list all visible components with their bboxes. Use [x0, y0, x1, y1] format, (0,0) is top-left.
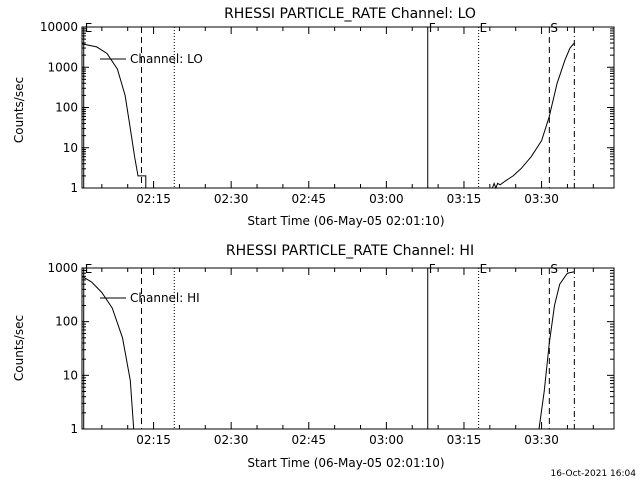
- chart-panel-hi: RHESSI PARTICLE_RATE Channel: HI Counts/…: [12, 243, 615, 470]
- x-tick-label: 02:15: [136, 433, 171, 447]
- legend-label: Channel: LO: [130, 52, 203, 66]
- series-line: [538, 271, 575, 430]
- event-marker-label: S: [550, 262, 558, 276]
- event-marker-label: E: [480, 21, 488, 35]
- x-ticks: 02:15 02:30 02:45 03:00 03:15 03:30: [101, 268, 594, 447]
- x-tick-label: 03:00: [369, 433, 404, 447]
- event-marker-label: E: [85, 262, 93, 276]
- x-tick-label: 02:15: [136, 192, 171, 206]
- x-tick-label: 02:30: [214, 192, 249, 206]
- x-tick-label: 03:30: [524, 433, 559, 447]
- y-tick-label: 1000: [47, 261, 78, 275]
- y-tick-label: 1: [70, 181, 78, 195]
- x-axis-label: Start Time (06-May-05 02:01:10): [247, 456, 444, 470]
- y-tick-label: 10: [63, 368, 78, 382]
- series-curve: [81, 271, 575, 430]
- series-line: [81, 43, 147, 188]
- y-tick-label: 1: [70, 422, 78, 436]
- legend-label: Channel: HI: [130, 291, 200, 305]
- y-tick-label: 1000: [47, 60, 78, 74]
- y-tick-label: 10: [63, 141, 78, 155]
- event-marker-label: S: [550, 21, 558, 35]
- x-tick-label: 03:00: [369, 192, 404, 206]
- x-ticks: 02:15 02:30 02:45 03:00 03:15 03:30: [101, 27, 594, 206]
- event-marker-label: F: [429, 21, 436, 35]
- y-axis-label: Counts/sec: [12, 315, 26, 381]
- event-marker-label: E: [480, 262, 488, 276]
- event-marker-label: F: [429, 262, 436, 276]
- event-marker-label: E: [85, 21, 93, 35]
- y-tick-label: 100: [55, 315, 78, 329]
- y-tick-label: 100: [55, 101, 78, 115]
- x-tick-label: 02:30: [214, 433, 249, 447]
- x-tick-label: 03:30: [524, 192, 559, 206]
- x-tick-label: 03:15: [447, 433, 482, 447]
- series-line: [81, 275, 135, 430]
- footer-timestamp: 16-Oct-2021 16:04: [551, 469, 637, 479]
- x-axis-label: Start Time (06-May-05 02:01:10): [247, 214, 444, 228]
- x-tick-label: 02:45: [291, 433, 326, 447]
- x-tick-label: 02:45: [291, 192, 326, 206]
- y-ticks: 1 10 100 1000 10000: [40, 20, 614, 195]
- y-axis-label: Counts/sec: [12, 77, 26, 143]
- x-tick-label: 03:15: [447, 192, 482, 206]
- chart-panel-lo: RHESSI PARTICLE_RATE Channel: LO Counts/…: [12, 6, 615, 228]
- chart-title: RHESSI PARTICLE_RATE Channel: LO: [224, 6, 476, 22]
- series-curve: [81, 42, 575, 190]
- y-tick-label: 10000: [40, 20, 78, 34]
- series-line: [491, 42, 575, 190]
- chart-title: RHESSI PARTICLE_RATE Channel: HI: [226, 243, 474, 259]
- plot-frame: [81, 267, 615, 430]
